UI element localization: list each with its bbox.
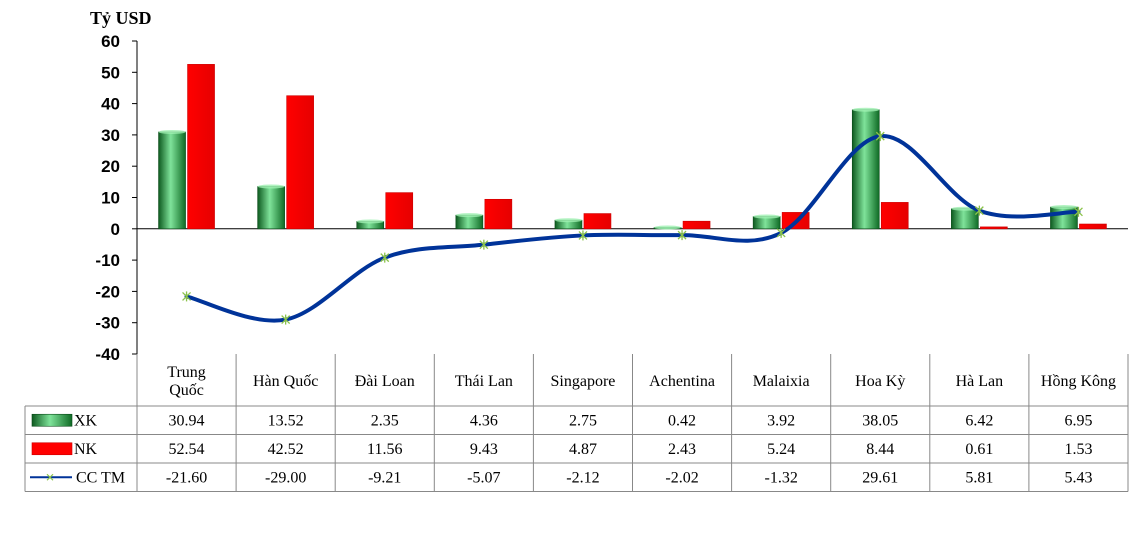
category-label-trung-quoc: Trung	[167, 364, 206, 381]
cell-xk-malaixia: 3.92	[767, 412, 795, 429]
cell-xk-thai-lan: 4.36	[470, 412, 498, 429]
cell-xk-ha-lan: 6.42	[965, 412, 993, 429]
y-axis-title: Tỷ USD	[90, 8, 152, 28]
bar-nk-dai-loan	[385, 192, 414, 230]
bar-xk-thai-lan	[455, 214, 484, 230]
y-tick-label: 10	[101, 189, 120, 208]
category-label-singapore: Singapore	[551, 373, 616, 390]
y-tick-label: 50	[101, 63, 120, 82]
y-axis: -40 -30 -20 -10 0 10 20 30 40 50 60	[95, 32, 1128, 364]
cell-cc-tm-thai-lan: -5.07	[467, 469, 500, 486]
cell-cc-tm-singapore: -2.12	[566, 469, 599, 486]
bar-cap-singapore	[554, 218, 582, 223]
legend-label-xk: XK	[74, 412, 98, 429]
cell-nk-malaixia: 5.24	[767, 441, 795, 458]
bar-cap-thai-lan	[455, 213, 483, 218]
legend-key-nk	[31, 442, 73, 456]
y-tick-label: 0	[111, 220, 120, 239]
line-point-singapore	[578, 230, 588, 241]
cell-xk-trung-quoc: 30.94	[169, 412, 205, 429]
cell-cc-tm-dai-loan: -9.21	[368, 469, 401, 486]
category-label-ha-lan: Hà Lan	[956, 373, 1004, 390]
category-label-achentina: Achentina	[649, 373, 715, 390]
y-tick-label: 20	[101, 157, 120, 176]
bar-cap-han-quoc	[257, 184, 285, 189]
line-group	[182, 131, 1083, 325]
cell-nk-trung-quoc: 52.54	[169, 441, 205, 458]
category-label-thai-lan: Thái Lan	[455, 373, 513, 390]
bar-cap-achentina	[654, 225, 682, 230]
y-tick-label: -20	[95, 282, 120, 301]
cell-cc-tm-ha-lan: 5.81	[965, 469, 993, 486]
y-tick-label: 60	[101, 32, 120, 51]
category-label-hoa-ky: Hoa Kỳ	[855, 373, 905, 390]
cell-xk-dai-loan: 2.35	[371, 412, 399, 429]
line-point-han-quoc	[281, 314, 291, 325]
category-label-malaixia: Malaixia	[753, 373, 810, 390]
category-label-dai-loan: Đài Loan	[355, 373, 415, 390]
line-point-dai-loan	[380, 252, 390, 263]
legend-label-cc-tm: CC TM	[76, 469, 125, 486]
bar-nk-ha-lan	[980, 226, 1008, 230]
bar-nk-hoa-ky	[880, 202, 909, 230]
line-point-thai-lan	[479, 239, 489, 250]
cell-xk-hong-kong: 6.95	[1064, 412, 1092, 429]
bar-nk-trung-quoc	[187, 64, 215, 230]
line-point-ha-lan	[974, 205, 984, 216]
cell-xk-achentina: 0.42	[668, 412, 696, 429]
bar-nk-achentina	[682, 220, 711, 230]
category-label-hong-kong: Hồng Kông	[1041, 373, 1116, 390]
cell-nk-singapore: 4.87	[569, 441, 597, 458]
legend-key-marker	[46, 473, 54, 481]
cell-nk-achentina: 2.43	[668, 441, 696, 458]
cell-nk-dai-loan: 11.56	[367, 441, 402, 458]
cell-nk-hong-kong: 1.53	[1064, 441, 1092, 458]
cell-nk-thai-lan: 9.43	[470, 441, 498, 458]
cell-xk-han-quoc: 13.52	[268, 412, 304, 429]
bar-nk-han-quoc	[286, 95, 314, 230]
y-tick-label: -40	[95, 345, 120, 364]
cell-nk-ha-lan: 0.61	[965, 441, 993, 458]
cell-xk-singapore: 2.75	[569, 412, 597, 429]
cell-nk-han-quoc: 42.52	[268, 441, 304, 458]
bar-cap-trung-quoc	[158, 129, 186, 134]
bar-xk-han-quoc	[257, 186, 285, 230]
bar-cap-hoa-ky	[852, 107, 880, 112]
bar-xk-trung-quoc	[158, 131, 186, 230]
legend-key-xk	[31, 413, 73, 427]
line-point-hong-kong	[1073, 206, 1083, 217]
line-point-malaixia	[776, 227, 786, 238]
cell-cc-tm-malaixia: -1.32	[764, 469, 797, 486]
cell-xk-hoa-ky: 38.05	[862, 412, 898, 429]
category-label-trung-quoc: Quốc	[169, 382, 204, 399]
legend-label-nk: NK	[74, 441, 98, 458]
line-cctm	[184, 134, 1081, 323]
bar-nk-singapore	[583, 213, 612, 230]
cell-cc-tm-hong-kong: 5.43	[1064, 469, 1092, 486]
bar-xk-hoa-ky	[851, 109, 880, 230]
y-tick-label: -30	[95, 314, 120, 333]
bar-cap-malaixia	[753, 214, 781, 219]
bar-cap-dai-loan	[356, 219, 384, 224]
line-point-achentina	[677, 230, 687, 241]
bar-nk-thai-lan	[484, 198, 513, 230]
y-tick-label: 30	[101, 126, 120, 145]
cell-cc-tm-hoa-ky: 29.61	[862, 469, 898, 486]
category-label-han-quoc: Hàn Quốc	[253, 373, 318, 390]
cell-cc-tm-han-quoc: -29.00	[265, 469, 306, 486]
cell-cc-tm-trung-quoc: -21.60	[166, 469, 207, 486]
y-tick-label: 40	[101, 95, 120, 114]
bar-cap-hong-kong	[1050, 205, 1078, 210]
cell-cc-tm-achentina: -2.02	[665, 469, 698, 486]
line-point-hoa-ky	[875, 131, 885, 142]
cell-nk-hoa-ky: 8.44	[866, 441, 894, 458]
bar-nk-hong-kong	[1079, 223, 1107, 230]
bars-group	[158, 64, 1107, 230]
line-point-trung-quoc	[182, 291, 192, 302]
bar-xk-ha-lan	[951, 208, 979, 230]
y-tick-label: -10	[95, 251, 120, 270]
